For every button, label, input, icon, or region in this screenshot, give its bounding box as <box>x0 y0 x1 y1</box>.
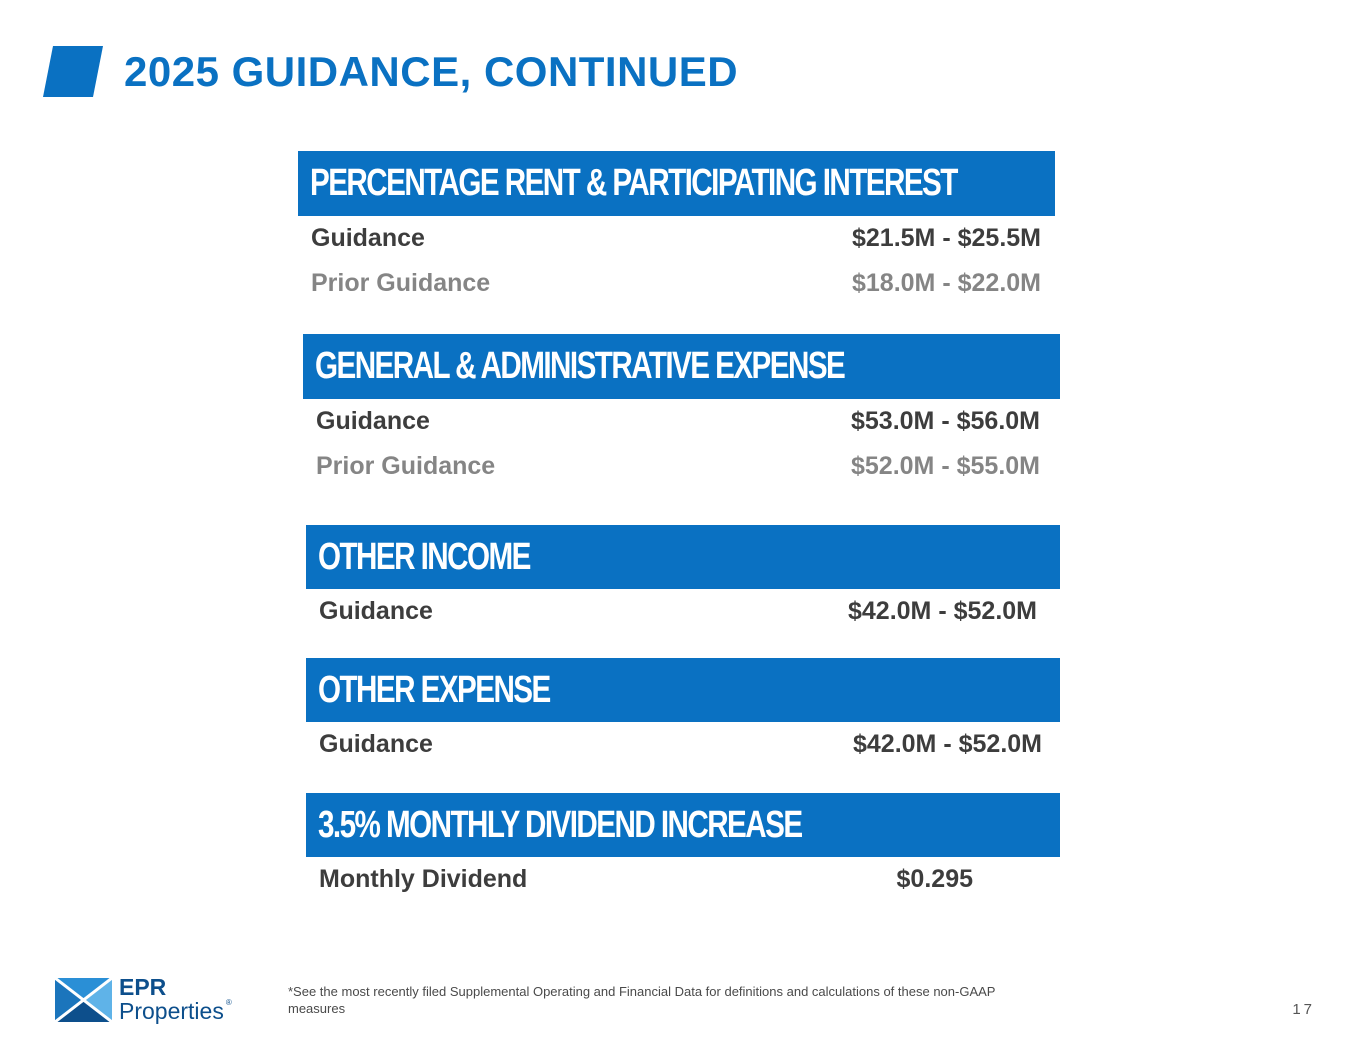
company-logo: EPR Properties ® <box>55 974 245 1024</box>
section-percentage-rent: PERCENTAGE RENT & PARTICIPATING INTEREST… <box>298 151 1055 306</box>
footnote: *See the most recently filed Supplementa… <box>288 984 996 1016</box>
page-number: 17 <box>1292 1001 1315 1018</box>
section-header: 3.5% MONTHLY DIVIDEND INCREASE <box>306 793 1060 857</box>
section-header: OTHER INCOME <box>306 525 1060 589</box>
row-value: $53.0M - $56.0M <box>851 407 1040 435</box>
section-monthly-dividend: 3.5% MONTHLY DIVIDEND INCREASE Monthly D… <box>306 793 1060 902</box>
dividend-row: Monthly Dividend $0.295 <box>306 857 1060 902</box>
epr-logo-icon <box>55 978 112 1022</box>
section-header: GENERAL & ADMINISTRATIVE EXPENSE <box>303 334 1060 399</box>
row-label: Guidance <box>319 597 433 625</box>
section-other-income: OTHER INCOME Guidance $42.0M - $52.0M <box>306 525 1060 634</box>
row-value: $52.0M - $55.0M <box>851 452 1040 480</box>
logo-properties-text: Properties ® <box>119 998 232 1024</box>
row-label: Prior Guidance <box>311 269 491 297</box>
row-value: $21.5M - $25.5M <box>852 224 1041 252</box>
guidance-row: Guidance $42.0M - $52.0M <box>306 589 1060 634</box>
section-g-and-a-expense: GENERAL & ADMINISTRATIVE EXPENSE Guidanc… <box>303 334 1060 489</box>
guidance-row: Guidance $42.0M - $52.0M <box>306 722 1060 767</box>
section-other-expense: OTHER EXPENSE Guidance $42.0M - $52.0M <box>306 658 1060 767</box>
guidance-row: Guidance $21.5M - $25.5M <box>298 216 1055 261</box>
page-title: 2025 GUIDANCE, CONTINUED <box>124 48 739 95</box>
section-header: PERCENTAGE RENT & PARTICIPATING INTEREST <box>298 151 1055 216</box>
row-value: $42.0M - $52.0M <box>853 730 1042 758</box>
logo-epr-text: EPR <box>119 974 167 1000</box>
row-label: Guidance <box>311 224 425 252</box>
title-accent-icon <box>43 46 103 97</box>
row-value: $42.0M - $52.0M <box>848 597 1037 625</box>
row-value: $0.295 <box>896 865 973 893</box>
row-label: Guidance <box>319 730 433 758</box>
prior-guidance-row: Prior Guidance $52.0M - $55.0M <box>303 444 1060 489</box>
row-label: Prior Guidance <box>316 452 496 480</box>
row-label: Monthly Dividend <box>319 865 528 893</box>
section-header: OTHER EXPENSE <box>306 658 1060 722</box>
guidance-row: Guidance $53.0M - $56.0M <box>303 399 1060 444</box>
row-label: Guidance <box>316 407 430 435</box>
row-value: $18.0M - $22.0M <box>852 269 1041 297</box>
prior-guidance-row: Prior Guidance $18.0M - $22.0M <box>298 261 1055 306</box>
